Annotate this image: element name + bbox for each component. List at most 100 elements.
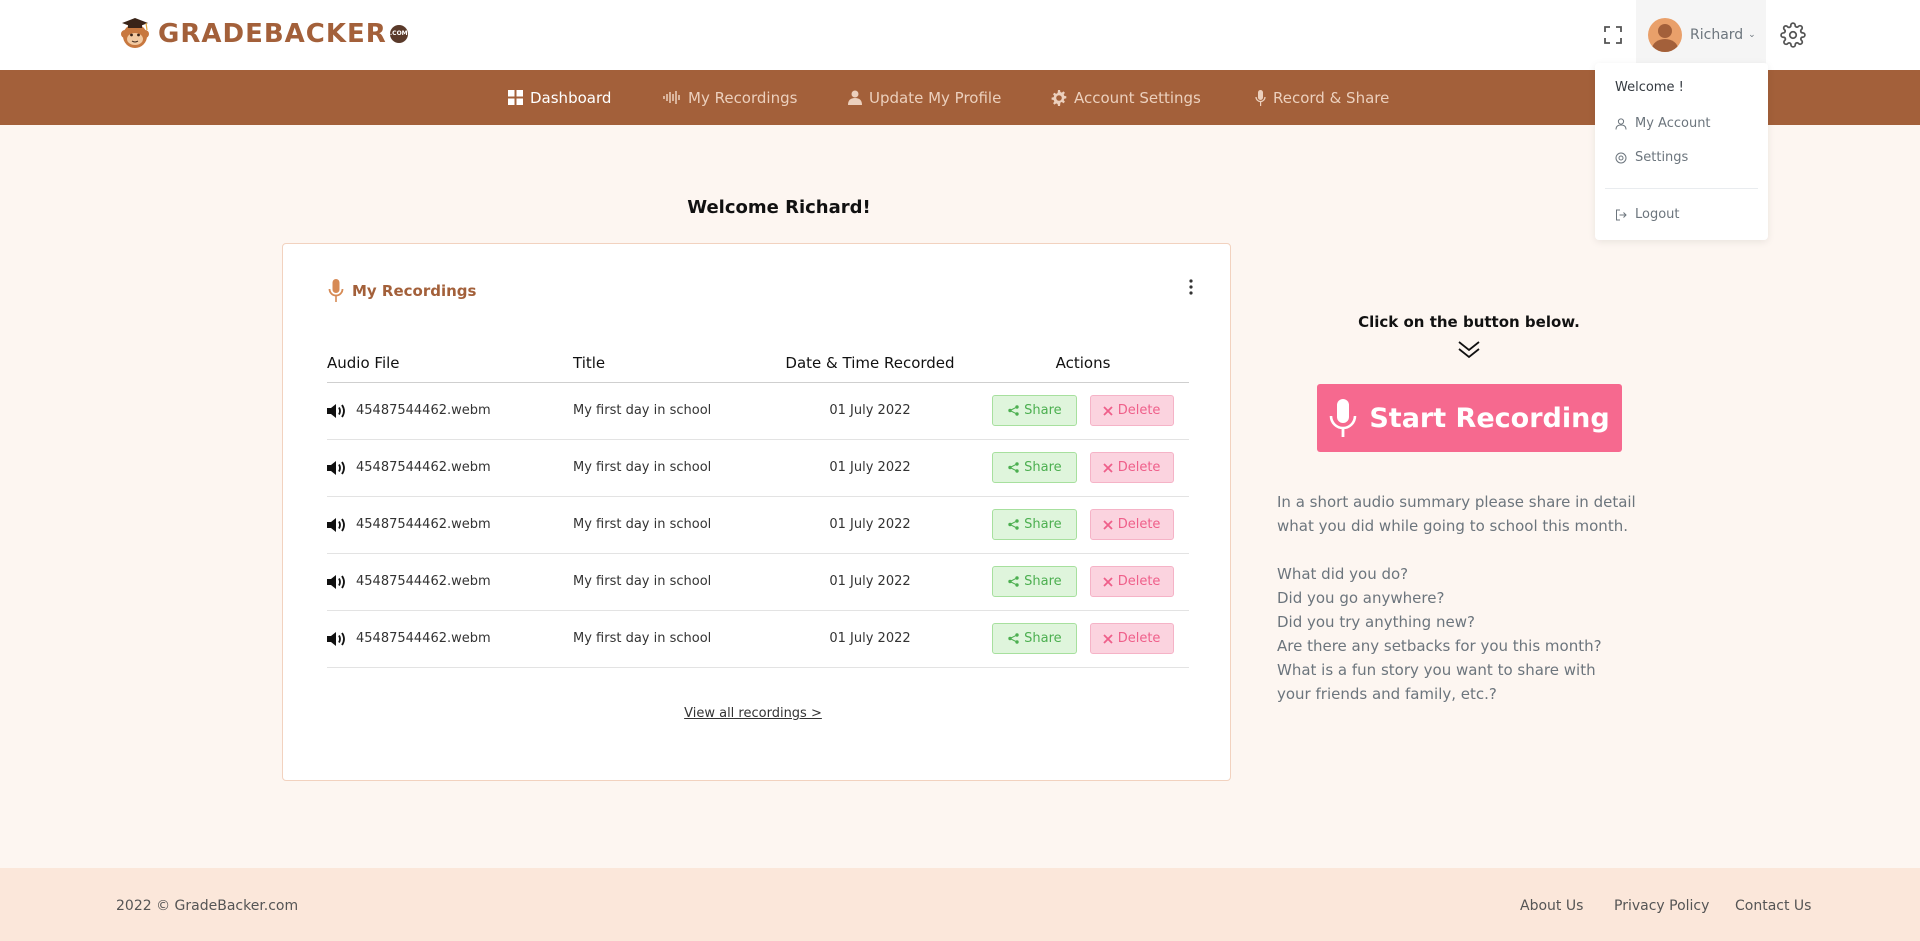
table-row: 45487544462.webm My first day in school … — [327, 382, 1189, 440]
menu-item-label: Logout — [1635, 207, 1680, 222]
prompt-question: What is a fun story you want to share wi… — [1277, 661, 1596, 703]
user-icon — [848, 90, 862, 105]
table-row: 45487544462.webm My first day in school … — [327, 439, 1189, 497]
menu-item-my-account[interactable]: My Account — [1615, 116, 1711, 131]
waveform-icon — [663, 91, 680, 104]
recording-title: My first day in school — [573, 610, 763, 668]
column-header: Actions — [977, 344, 1189, 383]
table-row: 45487544462.webm My first day in school … — [327, 610, 1189, 668]
prompt-question: Did you try anything new? — [1277, 613, 1475, 631]
cta-label: Click on the button below. — [1358, 313, 1580, 331]
footer-link-about[interactable]: About Us — [1520, 898, 1584, 914]
share-label: Share — [1024, 459, 1062, 475]
speaker-icon — [327, 574, 345, 589]
delete-label: Delete — [1117, 403, 1161, 419]
share-button[interactable]: Share — [992, 565, 1078, 597]
delete-button[interactable]: Delete — [1089, 452, 1174, 484]
recording-prompt: In a short audio summary please share in… — [1277, 490, 1667, 706]
nav-label: My Recordings — [688, 88, 798, 107]
audio-file-name: 45487544462.webm — [356, 517, 491, 532]
user-dropdown-menu: Welcome ! My Account Settings Logout — [1595, 63, 1768, 240]
column-header: Audio File — [327, 344, 573, 383]
fullscreen-icon[interactable] — [1600, 22, 1626, 48]
footer-link-privacy[interactable]: Privacy Policy — [1614, 898, 1710, 914]
top-bar: GRADEBACKER .COM Richard ⌄ — [0, 0, 1920, 70]
user-icon — [1615, 117, 1627, 130]
microphone-icon — [328, 279, 344, 302]
delete-button[interactable]: Delete — [1089, 395, 1174, 427]
speaker-icon — [327, 460, 345, 475]
table-row: 45487544462.webm My first day in school … — [327, 496, 1189, 554]
table-header-row: Audio File Title Date & Time Recorded Ac… — [327, 344, 1189, 383]
share-icon — [1008, 576, 1019, 587]
audio-file-cell[interactable]: 45487544462.webm — [327, 460, 573, 476]
column-header: Date & Time Recorded — [763, 344, 977, 383]
card-title-text: My Recordings — [352, 282, 477, 300]
gear-icon[interactable] — [1780, 22, 1806, 48]
brand-logo[interactable]: GRADEBACKER .COM — [116, 15, 408, 53]
share-label: Share — [1024, 402, 1062, 418]
audio-file-name: 45487544462.webm — [356, 631, 491, 646]
nav-update-profile[interactable]: Update My Profile — [848, 70, 1001, 125]
recordings-card: My Recordings Audio File Title Date & Ti… — [282, 243, 1231, 781]
start-recording-button[interactable]: Start Recording — [1317, 384, 1622, 452]
close-icon — [1103, 463, 1113, 473]
menu-item-label: Settings — [1635, 150, 1689, 165]
delete-label: Delete — [1117, 574, 1161, 590]
gear-icon — [1051, 89, 1067, 106]
monkey-mascot-icon — [121, 18, 149, 48]
view-all-recordings-link[interactable]: View all recordings > — [684, 706, 822, 721]
page-title: Welcome Richard! — [687, 197, 871, 218]
nav-label: Account Settings — [1074, 88, 1201, 107]
prompt-question: Are there any setbacks for you this mont… — [1277, 637, 1602, 655]
table-row: 45487544462.webm My first day in school … — [327, 553, 1189, 611]
audio-file-cell[interactable]: 45487544462.webm — [327, 403, 573, 419]
share-button[interactable]: Share — [992, 622, 1078, 654]
recording-date: 01 July 2022 — [763, 496, 977, 554]
recording-title: My first day in school — [573, 496, 763, 554]
share-button[interactable]: Share — [992, 508, 1078, 540]
nav-dashboard[interactable]: Dashboard — [508, 70, 611, 125]
microphone-icon — [1330, 399, 1357, 437]
audio-file-cell[interactable]: 45487544462.webm — [327, 517, 573, 533]
chevron-down-icon: ⌄ — [1748, 30, 1756, 40]
delete-button[interactable]: Delete — [1089, 509, 1174, 541]
delete-button[interactable]: Delete — [1089, 623, 1174, 655]
footer: 2022 © GradeBacker.com About Us Privacy … — [0, 868, 1920, 941]
prompt-question: Did you go anywhere? — [1277, 589, 1445, 607]
audio-file-name: 45487544462.webm — [356, 403, 491, 418]
audio-file-cell[interactable]: 45487544462.webm — [327, 574, 573, 590]
dropdown-welcome: Welcome ! — [1615, 80, 1684, 95]
recordings-table: Audio File Title Date & Time Recorded Ac… — [327, 344, 1189, 668]
menu-item-logout[interactable]: Logout — [1615, 207, 1680, 222]
more-vertical-icon[interactable] — [1186, 277, 1196, 297]
menu-item-label: My Account — [1635, 116, 1711, 131]
dropdown-divider — [1605, 188, 1758, 189]
user-name: Richard — [1690, 27, 1744, 43]
gear-icon — [1615, 152, 1627, 163]
brand-suffix: .COM — [389, 25, 408, 43]
grid-icon — [508, 90, 523, 105]
menu-item-settings[interactable]: Settings — [1615, 150, 1688, 165]
recording-title: My first day in school — [573, 439, 763, 497]
share-button[interactable]: Share — [992, 451, 1078, 483]
share-button[interactable]: Share — [992, 394, 1078, 426]
share-icon — [1008, 405, 1019, 416]
close-icon — [1103, 520, 1113, 530]
prompt-question: What did you do? — [1277, 565, 1409, 583]
column-header: Title — [573, 344, 763, 383]
share-icon — [1008, 633, 1019, 644]
nav-record-share[interactable]: Record & Share — [1255, 70, 1389, 125]
delete-button[interactable]: Delete — [1089, 566, 1174, 598]
footer-link-contact[interactable]: Contact Us — [1735, 898, 1812, 914]
recording-title: My first day in school — [573, 553, 763, 611]
avatar — [1648, 18, 1682, 52]
delete-label: Delete — [1117, 517, 1161, 533]
share-icon — [1008, 462, 1019, 473]
audio-file-cell[interactable]: 45487544462.webm — [327, 631, 573, 647]
user-menu-button[interactable]: Richard ⌄ — [1636, 0, 1766, 70]
close-icon — [1103, 577, 1113, 587]
nav-account-settings[interactable]: Account Settings — [1051, 70, 1201, 125]
nav-my-recordings[interactable]: My Recordings — [663, 70, 797, 125]
microphone-icon — [1255, 89, 1266, 106]
